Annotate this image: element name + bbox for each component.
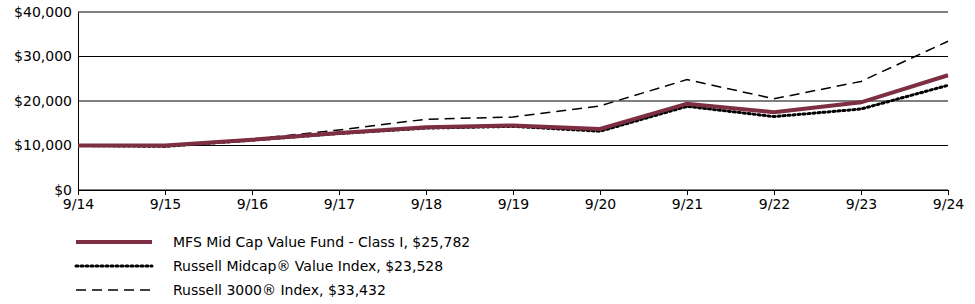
y-tick: $10,000 <box>14 137 78 153</box>
x-tick: 9/14 <box>63 190 95 212</box>
y-axis: $0$10,000$20,000$30,000$40,000 <box>14 4 78 198</box>
x-tick-label: 9/22 <box>759 196 790 212</box>
chart: $0$10,000$20,000$30,000$40,0009/149/159/… <box>0 0 975 304</box>
x-tick-mark <box>252 190 253 195</box>
x-tick: 9/15 <box>150 190 181 212</box>
y-tick: $20,000 <box>14 93 78 109</box>
x-tick-mark <box>165 190 166 195</box>
x-tick: 9/24 <box>933 190 965 212</box>
x-tick-mark <box>426 190 427 195</box>
x-tick: 9/21 <box>672 190 703 212</box>
x-tick: 9/22 <box>759 190 790 212</box>
y-tick-label: $30,000 <box>14 48 72 64</box>
x-tick: 9/17 <box>324 190 355 212</box>
x-tick: 9/20 <box>585 190 616 212</box>
x-tick-mark <box>861 190 862 195</box>
x-tick-mark <box>774 190 775 195</box>
x-tick-mark <box>78 190 79 195</box>
y-axis-line <box>78 13 79 191</box>
x-tick-label: 9/23 <box>846 196 877 212</box>
x-tick-label: 9/15 <box>150 196 181 212</box>
plot-lines <box>78 41 948 146</box>
series-line <box>78 85 948 146</box>
x-tick-label: 9/17 <box>324 196 355 212</box>
x-tick-mark <box>339 190 340 195</box>
x-tick-label: 9/19 <box>498 196 529 212</box>
x-tick: 9/16 <box>237 190 269 212</box>
x-axis: 9/14 9/15 9/16 9/17 9/18 9/19 9/20 9/21 9/22 9/23… <box>63 190 965 212</box>
grid-line <box>78 101 948 102</box>
grid-line <box>78 12 948 13</box>
x-tick-label: 9/14 <box>63 196 95 212</box>
legend-swatch <box>76 289 152 291</box>
legend: MFS Mid Cap Value Fund - Class I, $25,78… <box>76 234 470 298</box>
x-tick-mark <box>513 190 514 195</box>
x-tick-label: 9/16 <box>237 196 269 212</box>
y-tick-label: $40,000 <box>14 4 72 20</box>
y-tick: $30,000 <box>14 48 78 64</box>
grid-line <box>78 145 948 146</box>
legend-label: Russell Midcap® Value Index, $23,528 <box>173 258 443 274</box>
x-tick-mark <box>600 190 601 195</box>
legend-label: Russell 3000® Index, $33,432 <box>173 282 386 298</box>
y-tick-label: $20,000 <box>14 93 72 109</box>
legend-swatch <box>76 240 152 244</box>
y-tick-label: $10,000 <box>14 137 72 153</box>
x-tick-mark <box>948 190 949 195</box>
x-tick: 9/18 <box>411 190 442 212</box>
x-tick-label: 9/21 <box>672 196 703 212</box>
series-line <box>78 75 948 145</box>
x-axis-line <box>79 191 949 196</box>
grid-line <box>78 56 948 57</box>
x-tick: 9/19 <box>498 190 529 212</box>
x-tick-label: 9/24 <box>933 196 965 212</box>
x-tick-label: 9/18 <box>411 196 442 212</box>
grid <box>78 12 948 190</box>
legend-label: MFS Mid Cap Value Fund - Class I, $25,78… <box>173 234 470 250</box>
series-line <box>78 41 948 145</box>
x-tick: 9/23 <box>846 190 877 212</box>
x-tick-label: 9/20 <box>585 196 616 212</box>
y-tick: $40,000 <box>14 4 78 20</box>
legend-swatch <box>76 265 152 268</box>
x-tick-mark <box>687 190 688 195</box>
